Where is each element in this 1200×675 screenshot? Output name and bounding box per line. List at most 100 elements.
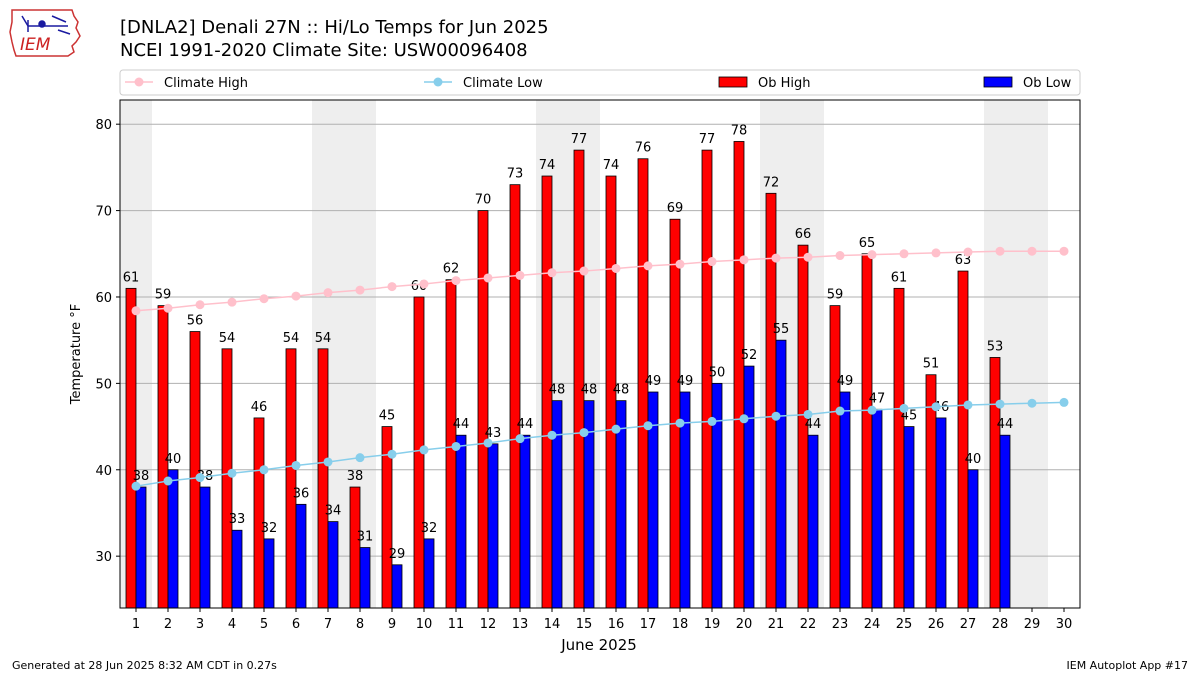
ob-high-bar	[253, 417, 265, 609]
ob-low-label: 32	[261, 521, 278, 536]
climate-low-point	[515, 434, 525, 444]
ob-low-label: 33	[229, 512, 246, 527]
x-tick-label: 17	[640, 617, 657, 632]
climate-low-line	[135, 401, 1065, 487]
ob-high-bar	[125, 287, 137, 609]
ob-high-label: 54	[315, 331, 332, 346]
climate-high-point	[963, 247, 973, 257]
x-tick-label: 3	[196, 617, 204, 632]
x-axis-title: June 2025	[560, 636, 637, 654]
x-tick-label: 18	[672, 617, 689, 632]
ob-high-label: 66	[795, 227, 812, 242]
x-tick-label: 25	[896, 617, 913, 632]
ob-high-label: 61	[891, 270, 908, 285]
ob-low-label: 49	[645, 374, 662, 389]
x-tick-label: 23	[832, 617, 849, 632]
climate-low-point	[963, 400, 973, 410]
ob-high-label: 59	[827, 288, 844, 303]
ob-low-label: 49	[677, 374, 694, 389]
climate-high-point	[707, 257, 717, 267]
ob-low-bar	[295, 503, 307, 609]
x-tick-label: 19	[704, 617, 721, 632]
climate-low-point	[931, 402, 941, 412]
legend-climate-low-label: Climate Low	[463, 76, 543, 91]
climate-low-point	[547, 430, 557, 440]
ob-low-bar	[135, 486, 147, 609]
ob-low-label: 44	[517, 417, 534, 432]
ob-low-label: 52	[741, 348, 758, 363]
chart-title: [DNLA2] Denali 27N :: Hi/Lo Temps for Ju…	[120, 17, 549, 38]
y-tick-label: 50	[95, 377, 112, 392]
ob-high-bar	[829, 305, 841, 609]
x-tick-label: 2	[164, 617, 172, 632]
logo-text: IEM	[20, 35, 51, 55]
ob-low-label: 36	[293, 486, 310, 501]
climate-high-point	[867, 250, 877, 260]
ob-low-bar	[199, 486, 211, 609]
ob-high-label: 38	[347, 469, 364, 484]
x-tick-label: 21	[768, 617, 785, 632]
ob-high-label: 72	[763, 175, 780, 190]
legend-climate-high-marker	[134, 77, 144, 87]
ob-high-label: 54	[283, 331, 300, 346]
ob-low-label: 44	[453, 417, 470, 432]
climate-high-point	[995, 246, 1005, 256]
climate-high-point	[451, 276, 461, 286]
climate-high-point	[771, 253, 781, 263]
x-tick-label: 29	[1024, 617, 1041, 632]
ob-high-bar	[893, 287, 905, 609]
ob-high-label: 76	[635, 141, 652, 156]
weekend-shade	[1016, 100, 1048, 608]
climate-high-point	[931, 248, 941, 258]
ob-low-label: 48	[613, 383, 630, 398]
climate-high-point	[515, 270, 525, 280]
climate-high-point	[1027, 246, 1037, 256]
ob-low-label: 48	[581, 383, 598, 398]
climate-low-point	[323, 457, 333, 467]
climate-low-point	[291, 460, 301, 470]
climate-high-point	[195, 300, 205, 310]
ob-high-label: 61	[123, 270, 140, 285]
climate-high-point	[1059, 246, 1069, 256]
ob-low-bar	[391, 564, 403, 609]
chart-subtitle: NCEI 1991-2020 Climate Site: USW00096408	[120, 40, 528, 61]
ob-low-bar	[423, 538, 435, 609]
legend-ob-high-swatch	[718, 76, 748, 88]
climate-low-point	[803, 409, 813, 419]
legend-ob-high-label: Ob High	[758, 76, 811, 91]
climate-low-point	[643, 421, 653, 431]
x-tick-label: 6	[292, 617, 300, 632]
climate-high-point	[355, 285, 365, 295]
ob-high-bar	[669, 218, 681, 609]
climate-low-point	[1059, 397, 1069, 407]
ob-low-label: 44	[997, 417, 1014, 432]
ob-low-bar	[775, 339, 787, 609]
generated-timestamp: Generated at 28 Jun 2025 8:32 AM CDT in …	[12, 659, 277, 672]
x-tick-label: 13	[512, 617, 529, 632]
ob-high-bar	[989, 357, 1001, 609]
ob-high-label: 59	[155, 288, 172, 303]
y-tick-label: 70	[95, 205, 112, 220]
x-tick-label: 28	[992, 617, 1009, 632]
ob-high-label: 45	[379, 409, 396, 424]
ob-low-label: 40	[965, 452, 982, 467]
ob-low-label: 43	[485, 426, 502, 441]
climate-low-point	[355, 453, 365, 463]
ob-high-label: 62	[443, 262, 460, 277]
legend-climate-high-label: Climate High	[164, 76, 248, 91]
ob-low-label: 50	[709, 365, 726, 380]
climate-low-point	[163, 476, 173, 486]
y-tick-label: 30	[95, 550, 112, 565]
x-tick-label: 11	[448, 617, 465, 632]
ob-low-label: 29	[389, 547, 406, 562]
x-tick-label: 15	[576, 617, 593, 632]
climate-low-point	[227, 468, 237, 478]
x-tick-label: 14	[544, 617, 561, 632]
app-credit: IEM Autoplot App #17	[1066, 659, 1189, 672]
climate-low-point	[867, 405, 877, 415]
x-tick-label: 26	[928, 617, 945, 632]
ob-high-label: 78	[731, 123, 748, 138]
climate-low-point	[899, 403, 909, 413]
climate-high-point	[899, 249, 909, 259]
